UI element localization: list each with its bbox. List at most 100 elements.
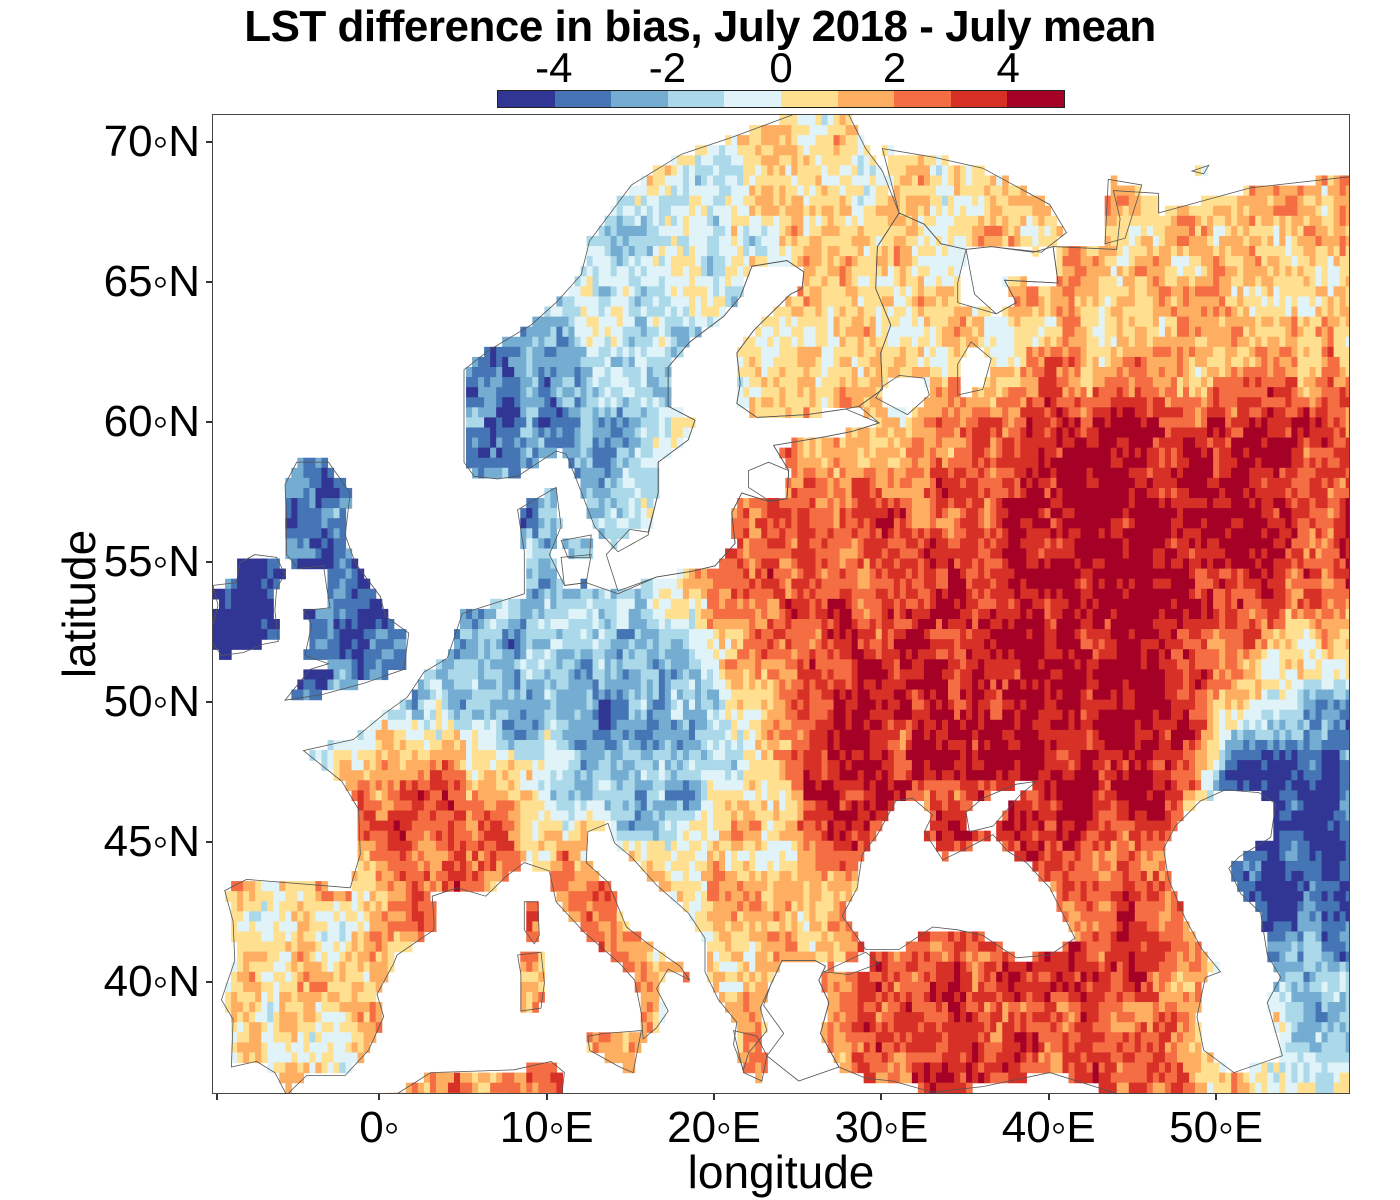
grid-cell (676, 276, 684, 287)
grid-cell (640, 356, 648, 368)
grid-cell (652, 165, 660, 177)
grid-cell (845, 195, 853, 207)
grid-cell (1038, 356, 1045, 368)
grid-cell (845, 125, 853, 136)
grid-cell (496, 427, 503, 439)
grid-cell (809, 447, 817, 459)
grid-cell (1333, 215, 1341, 227)
grid-cell (731, 195, 738, 207)
grid-cell (887, 326, 895, 338)
grid-cell (604, 397, 612, 408)
grid-cell (809, 135, 817, 146)
grid-cell (1273, 235, 1280, 247)
grid-cell (1170, 427, 1178, 439)
grid-cell (1152, 326, 1160, 338)
grid-cell (917, 518, 925, 529)
grid-cell (1333, 538, 1341, 550)
grid-cell (1237, 377, 1244, 388)
grid-cell (1339, 387, 1347, 398)
grid-cell (526, 417, 533, 429)
grid-cell (773, 356, 780, 368)
grid-cell (851, 346, 859, 358)
grid-cell (508, 467, 515, 479)
grid-cell (1279, 427, 1286, 439)
grid-cell (1273, 447, 1280, 459)
grid-cell (851, 125, 859, 136)
grid-cell (1020, 185, 1027, 197)
grid-cell (755, 558, 762, 570)
grid-cell (839, 356, 847, 368)
grid-cell (634, 356, 642, 368)
grid-cell (990, 356, 997, 368)
grid-cell (1086, 377, 1094, 388)
grid-cell (1122, 185, 1130, 197)
grid-cell (1291, 477, 1299, 489)
grid-cell (833, 548, 841, 560)
grid-cell (1038, 417, 1045, 429)
grid-cell (743, 256, 750, 267)
grid-cell (526, 558, 533, 570)
grid-cell (1249, 528, 1256, 539)
grid-cell (887, 548, 895, 560)
grid-cell (574, 417, 582, 429)
grid-cell (1062, 346, 1070, 358)
grid-cell (1014, 306, 1021, 318)
grid-cell (1170, 306, 1178, 318)
grid-cell (1122, 487, 1130, 499)
grid-cell (1207, 397, 1214, 408)
grid-cell (472, 377, 479, 388)
grid-cell (923, 356, 931, 368)
grid-cell (1231, 447, 1238, 459)
grid-cell (1086, 437, 1094, 449)
grid-cell (887, 528, 895, 539)
grid-cell (1249, 477, 1256, 489)
grid-cell (1122, 498, 1130, 509)
grid-cell (694, 266, 702, 277)
grid-cell (935, 316, 943, 328)
grid-cell (779, 558, 786, 570)
grid-cell (809, 356, 817, 368)
grid-cell (616, 356, 624, 368)
grid-cell (640, 427, 648, 439)
grid-cell (616, 367, 624, 378)
grid-cell (598, 246, 606, 257)
grid-cell (1170, 246, 1178, 257)
grid-cell (990, 487, 997, 499)
grid-cell (646, 336, 654, 348)
grid-cell (875, 276, 883, 287)
grid-cell (815, 437, 823, 449)
grid-cell (1327, 256, 1335, 267)
grid-cell (1219, 548, 1226, 560)
grid-cell (508, 437, 515, 449)
grid-cell (899, 235, 907, 247)
grid-cell (833, 487, 841, 499)
grid-cell (1080, 246, 1088, 257)
grid-cell (954, 175, 961, 187)
grid-cell (1080, 417, 1088, 429)
grid-cell (1219, 427, 1226, 439)
grid-cell (1225, 367, 1232, 378)
grid-cell (1176, 437, 1184, 449)
grid-cell (550, 336, 557, 348)
grid-cell (1008, 185, 1015, 197)
grid-cell (1201, 367, 1208, 378)
grid-cell (1339, 336, 1347, 348)
grid-cell (1164, 367, 1172, 378)
grid-cell (532, 316, 539, 328)
grid-cell (1267, 225, 1274, 237)
grid-cell (1026, 538, 1033, 550)
grid-cell (1339, 417, 1347, 429)
grid-cell (984, 518, 991, 529)
grid-cell (839, 487, 847, 499)
grid-cell (508, 336, 515, 348)
grid-cell (508, 397, 515, 408)
grid-cell (646, 296, 654, 308)
grid-cell (839, 518, 847, 529)
grid-cell (676, 306, 684, 318)
grid-cell (1273, 477, 1280, 489)
grid-cell (845, 155, 853, 166)
grid-cell (881, 558, 889, 570)
grid-cell (893, 266, 901, 277)
grid-cell (857, 145, 865, 156)
grid-cell (857, 367, 865, 378)
